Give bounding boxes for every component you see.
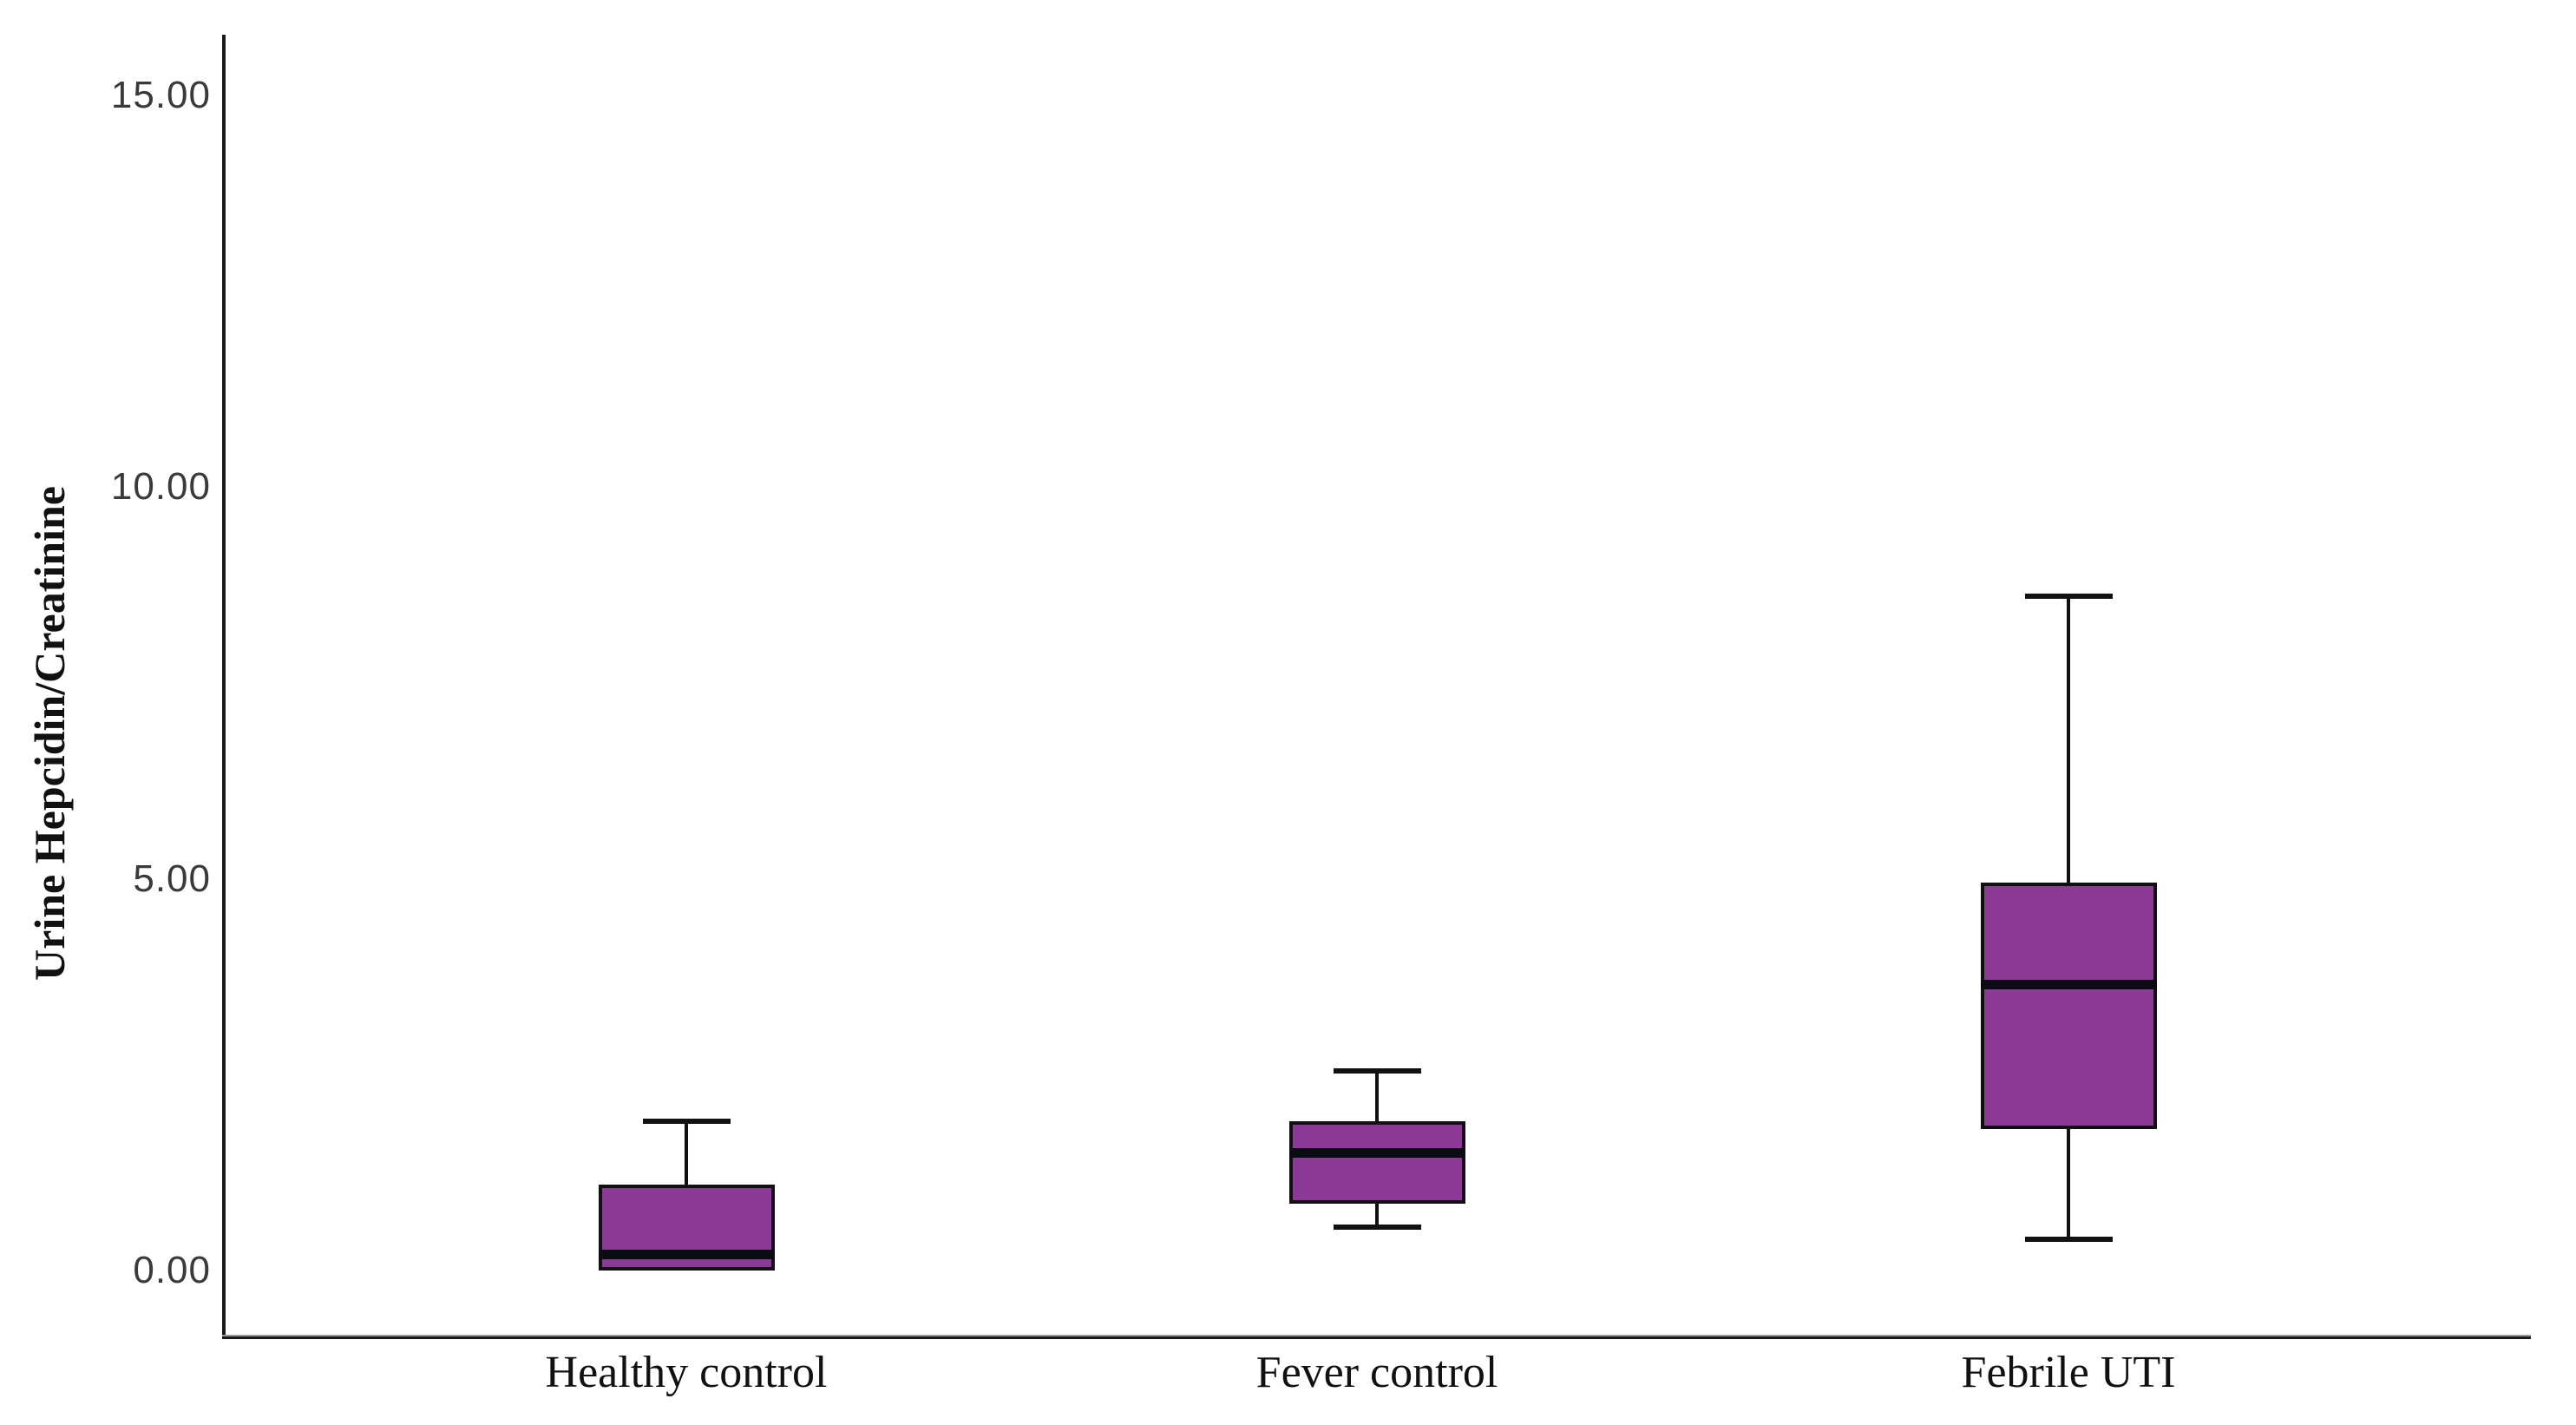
box-iqr: [1980, 883, 2157, 1130]
upper-whisker-cap: [1333, 1067, 1421, 1074]
x-category-label: Healthy control: [545, 1348, 828, 1397]
y-tick-label: 10.00: [110, 465, 211, 508]
upper-whisker-cap: [2024, 594, 2113, 600]
lower-whisker-stem: [2067, 1129, 2070, 1239]
x-category-label: Febrile UTI: [1961, 1348, 2176, 1397]
median-line: [1288, 1148, 1465, 1159]
x-axis-line: [222, 1335, 2531, 1339]
upper-whisker-cap: [642, 1119, 731, 1125]
median-line: [598, 1250, 775, 1260]
x-category-label: Fever control: [1255, 1348, 1498, 1397]
upper-whisker-stem: [1375, 1070, 1379, 1122]
lower-whisker-cap: [2024, 1236, 2113, 1242]
y-axis-line: [222, 35, 226, 1338]
median-line: [1980, 979, 2157, 989]
lower-whisker-stem: [1375, 1204, 1379, 1228]
box-iqr: [1288, 1121, 1465, 1205]
y-tick-label: 5.00: [133, 857, 211, 900]
lower-whisker-cap: [1333, 1225, 1421, 1231]
y-tick-label: 15.00: [110, 73, 211, 116]
upper-whisker-stem: [2067, 596, 2070, 883]
y-tick-label: 0.00: [133, 1249, 211, 1291]
upper-whisker-stem: [685, 1121, 688, 1185]
